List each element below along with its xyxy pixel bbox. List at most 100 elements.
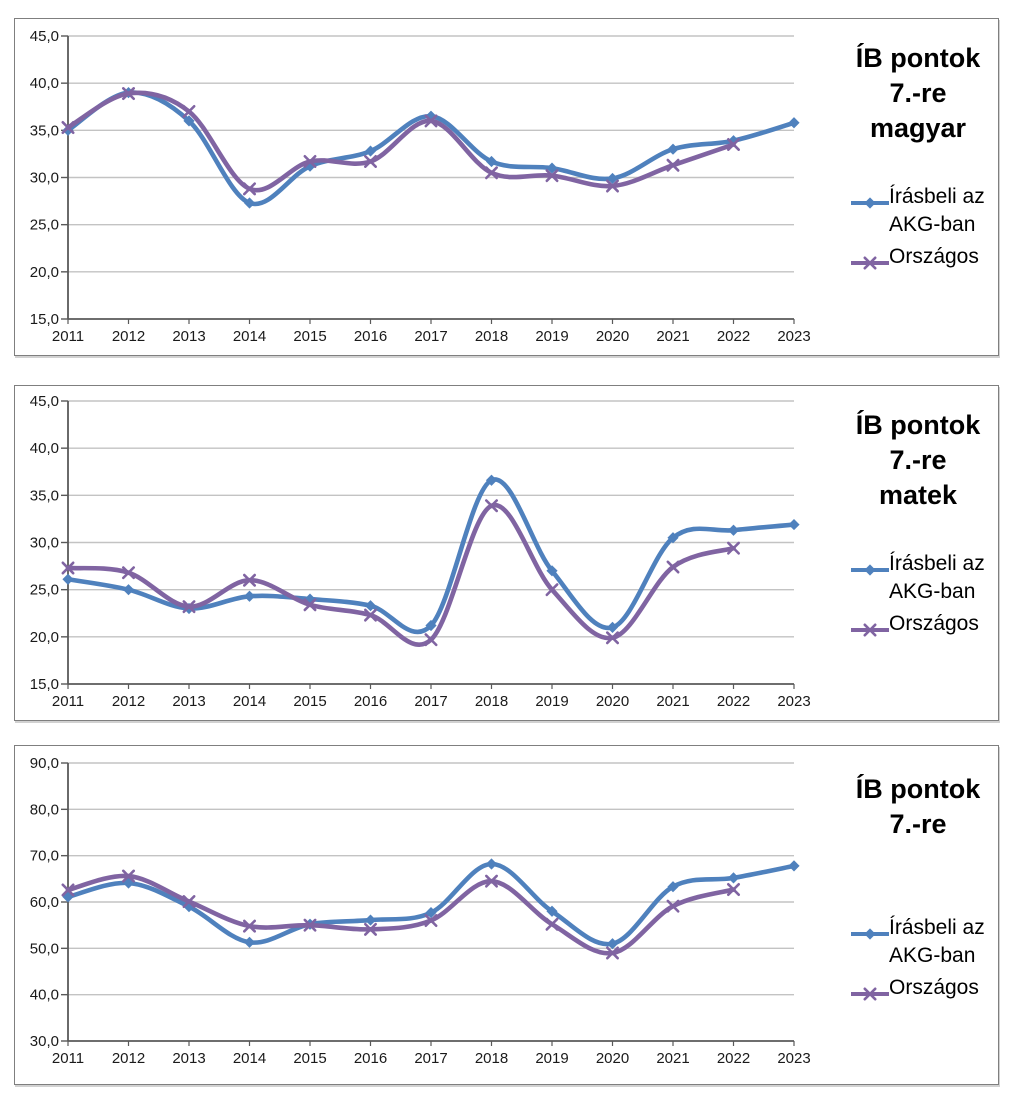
chart-title-line: magyar xyxy=(869,113,967,143)
legend-label: Írásbeli az AKG-ban xyxy=(889,916,985,967)
legend-label: Országos xyxy=(889,612,979,635)
series-line-1 xyxy=(65,90,736,193)
data-point-x-marker xyxy=(863,623,877,637)
data-point-x-marker xyxy=(243,182,256,196)
y-tick-label: 30,0 xyxy=(30,1033,59,1050)
data-point-diamond-marker xyxy=(546,162,558,174)
data-point-x-marker xyxy=(364,608,377,622)
chart-plot-area: 15,0 20,0 25,0 30,0 35,0 40,0 45,0 2011 2012 2013… xyxy=(30,393,811,710)
data-point-x-marker xyxy=(485,166,498,180)
data-point-diamond-marker xyxy=(606,172,619,185)
x-tick-label: 2015 xyxy=(293,1050,326,1067)
x-tick-label: 2020 xyxy=(596,1050,629,1067)
chart-title-line: 7.-re xyxy=(889,445,947,475)
x-tick-label: 2015 xyxy=(293,693,326,710)
data-point-diamond-marker xyxy=(243,590,256,602)
x-tick-label: 2011 xyxy=(52,693,84,710)
series-line-0 xyxy=(65,477,797,635)
data-point-diamond-marker xyxy=(546,905,558,917)
data-point-x-marker xyxy=(243,919,256,933)
y-tick-label: 40,0 xyxy=(30,75,59,92)
data-point-x-marker xyxy=(182,895,196,909)
x-tick-label: 2023 xyxy=(777,1050,810,1067)
x-tick-label: 2015 xyxy=(293,328,326,345)
data-point-diamond-marker xyxy=(864,197,876,209)
legend-line-x-icon xyxy=(851,981,889,1001)
legend-item-irasbeli: Írásbeli az AKG-ban xyxy=(851,914,1001,970)
x-tick-label: 2023 xyxy=(777,328,810,345)
data-point-x-marker xyxy=(61,561,75,575)
y-tick-label: 60,0 xyxy=(30,894,59,911)
series-line-1 xyxy=(65,873,736,956)
series-line-0 xyxy=(65,90,797,207)
y-tick-label: 45,0 xyxy=(30,28,59,45)
y-tick-label: 15,0 xyxy=(30,676,59,693)
data-point-x-marker xyxy=(424,633,438,647)
data-point-diamond-marker xyxy=(667,532,679,544)
data-point-x-marker xyxy=(606,179,619,193)
y-tick-label: 30,0 xyxy=(30,535,59,552)
data-point-x-marker xyxy=(243,573,256,587)
legend-glyph-svg xyxy=(851,564,889,576)
legend-label: Országos xyxy=(889,976,979,999)
x-tick-label: 2019 xyxy=(535,1050,568,1067)
x-tick-label: 2016 xyxy=(354,328,387,345)
data-point-x-marker xyxy=(303,918,317,932)
data-point-diamond-marker xyxy=(788,518,800,531)
chart-panel-magyar: 15,0 20,0 25,0 30,0 35,0 40,0 45,0 2011 2012 2013… xyxy=(14,18,999,356)
data-point-diamond-marker xyxy=(788,117,800,129)
y-tick-label: 25,0 xyxy=(30,217,59,234)
data-point-x-marker xyxy=(424,914,438,928)
legend-line-diamond-icon xyxy=(851,557,889,576)
x-tick-label: 2020 xyxy=(596,328,629,345)
y-tick-label: 40,0 xyxy=(30,987,59,1004)
chart-title-line: ÍB pontok xyxy=(855,410,981,440)
y-tick-label: 90,0 xyxy=(30,755,59,772)
chart-title: ÍB pontok 7.-re xyxy=(815,772,1015,842)
chart-legend: Írásbeli az AKG-ban Országos xyxy=(851,550,1001,638)
x-tick-label: 2022 xyxy=(717,328,750,345)
x-tick-label: 2019 xyxy=(535,328,568,345)
data-point-x-marker xyxy=(666,560,680,574)
legend-label: Írásbeli az AKG-ban xyxy=(889,552,985,603)
data-point-x-marker xyxy=(364,922,377,936)
chart-panel-osszes: 30,0 40,0 50,0 60,0 70,0 80,0 90,0 2011 2012 2013… xyxy=(14,745,999,1085)
chart-legend: Írásbeli az AKG-ban Országos xyxy=(851,914,1001,1002)
x-tick-label: 2014 xyxy=(233,1050,266,1067)
data-point-diamond-marker xyxy=(667,143,679,155)
legend-glyph-svg xyxy=(851,987,889,1001)
data-point-diamond-marker xyxy=(727,872,740,884)
chart-title-line: matek xyxy=(878,480,958,510)
legend-line-x-icon xyxy=(851,250,889,270)
data-point-diamond-marker xyxy=(485,474,498,486)
y-tick-label: 50,0 xyxy=(30,940,59,957)
legend-item-orszagos: Országos xyxy=(851,243,1001,271)
data-point-diamond-marker xyxy=(122,584,135,596)
chart-title: ÍB pontok 7.-re matek xyxy=(815,408,1015,513)
chart-title-line: 7.-re xyxy=(889,78,947,108)
x-tick-label: 2012 xyxy=(112,328,145,345)
data-point-diamond-marker xyxy=(364,145,377,157)
x-tick-label: 2019 xyxy=(535,693,568,710)
data-point-x-marker xyxy=(727,137,740,151)
x-tick-label: 2022 xyxy=(717,1050,750,1067)
data-point-diamond-marker xyxy=(425,907,437,919)
y-tick-label: 20,0 xyxy=(30,629,59,646)
data-point-x-marker xyxy=(606,946,619,960)
data-point-x-marker xyxy=(545,583,559,597)
data-point-x-marker xyxy=(727,882,740,896)
legend-line-diamond-icon xyxy=(851,921,889,940)
data-point-x-marker xyxy=(122,869,135,883)
legend-item-orszagos: Országos xyxy=(851,974,1001,1002)
chart-title-line: ÍB pontok xyxy=(855,43,981,73)
y-tick-label: 80,0 xyxy=(30,801,59,818)
data-point-diamond-marker xyxy=(864,928,876,940)
y-tick-label: 40,0 xyxy=(30,440,59,457)
data-point-x-marker xyxy=(61,883,75,897)
data-point-x-marker xyxy=(122,566,135,580)
x-tick-label: 2016 xyxy=(354,1050,387,1067)
data-point-diamond-marker xyxy=(183,115,195,127)
x-tick-label: 2014 xyxy=(233,328,266,345)
data-point-x-marker xyxy=(485,874,498,888)
legend-label: Írásbeli az AKG-ban xyxy=(889,185,985,236)
